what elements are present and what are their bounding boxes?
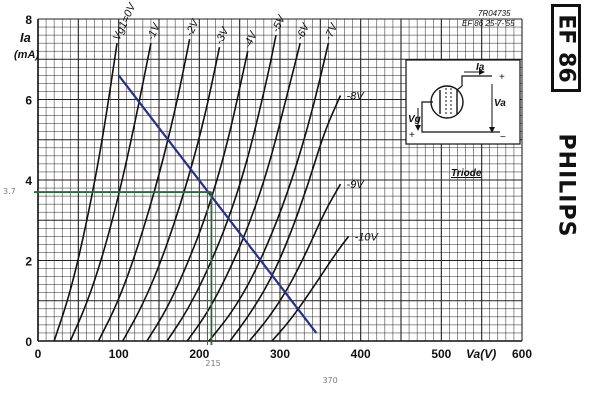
maker-logo: PHILIPS [540,120,592,250]
load-line [117,74,318,334]
y-tick-label: 6 [25,94,32,108]
curve-label: -9V [347,179,366,191]
annotation-y-value: 3.7 [3,187,16,196]
curve-label: -1V [145,20,164,42]
tick-labels: 0 100 200 300 400 500 600 0 2 4 6 8 [25,13,532,361]
characteristic-curve [229,95,342,342]
y-tick-label: 0 [25,335,32,349]
maker-label: PHILIPS [553,133,579,237]
y-axis-unit: (mA) [14,49,39,61]
inset-label-va: Va [494,98,506,109]
annotation-x-value: 215 [205,359,220,368]
y-tick-label: 4 [25,174,32,188]
x-axis-title: Va(V) [466,347,496,361]
characteristic-curves [53,34,350,342]
y-axis-title: Ia [20,30,31,45]
x-tick-label: 0 [35,347,42,361]
y-tick-label: 2 [25,255,32,269]
curve-label: -8V [347,90,366,102]
inset-plus-top: + [499,72,505,83]
triode-label: Triode [451,168,482,179]
triode-circuit-inset: Ia Va Vg + − + [405,59,521,145]
tube-type-label: EF 86 [553,13,579,83]
curve-label: -4V [242,28,261,50]
curve-label: -6V [294,20,313,42]
x-tick-label: 200 [189,347,209,361]
inset-plus-left: + [409,130,415,141]
annotation-x-extra: 370 [322,376,337,385]
characteristic-curve [69,42,152,342]
inset-label-vg: Vg [408,114,421,125]
tube-type-box: EF 86 [551,4,581,92]
characteristic-curve [122,47,221,342]
x-tick-label: 400 [351,347,371,361]
ref-date: EF 86 25-7-'55 [462,19,515,28]
characteristic-curve [271,235,350,342]
x-tick-label: 100 [109,347,129,361]
axes [37,19,522,342]
curve-label: -10V [355,231,380,243]
characteristic-curve [53,43,118,342]
ref-code: 7R04735 [478,9,511,18]
characteristic-curve [97,38,191,342]
curve-label: -5V [270,12,289,34]
y-tick-label: 8 [25,13,32,27]
characteristic-curve [146,51,249,342]
inset-minus-bottom: − [500,132,506,143]
characteristic-curve [166,34,277,342]
x-tick-label: 300 [270,347,290,361]
operating-overlays: 3.7 215 370 [3,74,338,385]
curve-label: -7V [322,20,341,42]
characteristic-curve [248,183,342,342]
characteristic-curve [186,42,301,342]
x-tick-label: 500 [431,347,451,361]
x-tick-label: 600 [512,347,532,361]
inset-label-ia: Ia [476,62,485,73]
characteristic-curve [208,42,330,342]
